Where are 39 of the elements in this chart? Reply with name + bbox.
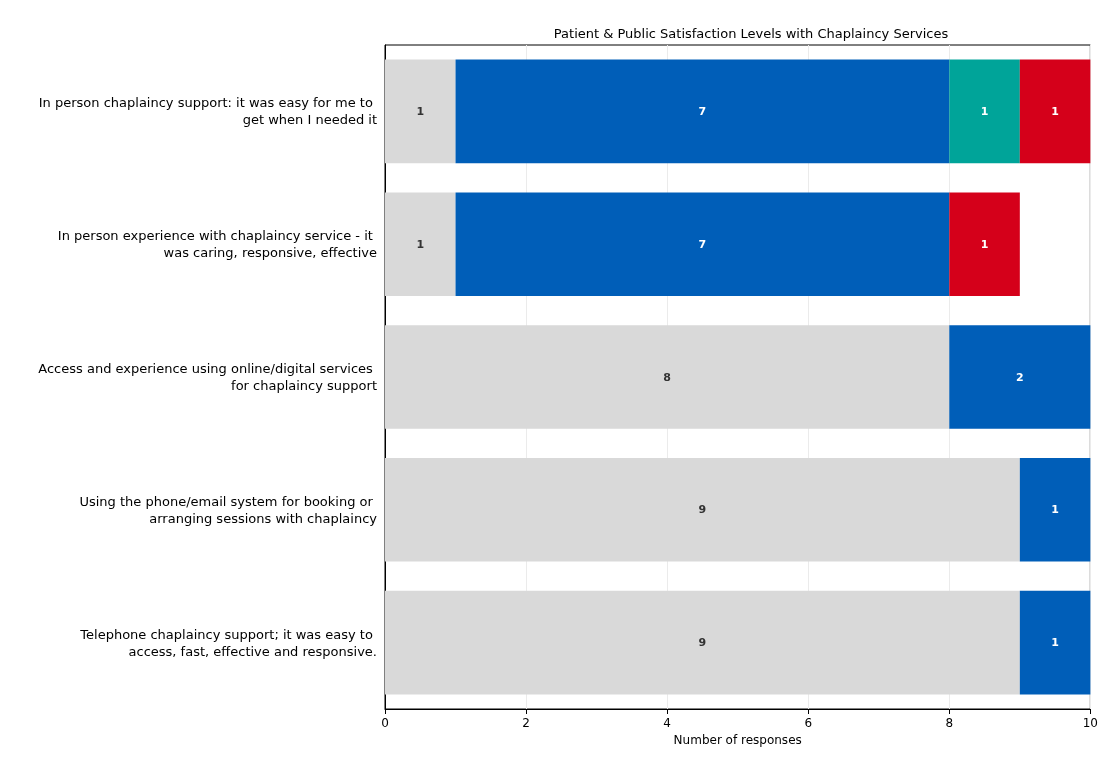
x-tick-label: 6 bbox=[804, 716, 813, 730]
x-tick-label: 4 bbox=[663, 716, 671, 730]
x-axis-title: Number of responses bbox=[673, 732, 802, 747]
x-tick-label: 10 bbox=[1082, 716, 1099, 730]
bar bbox=[1019, 590, 1091, 695]
data-label: 8 bbox=[663, 370, 671, 384]
bar bbox=[949, 192, 1020, 296]
bar bbox=[949, 59, 1020, 164]
y-tick-label: Using the phone/email system for booking or arranging sessions with chaplaincy bbox=[79, 493, 378, 526]
bar bbox=[455, 59, 950, 164]
y-tick-label: In person chaplaincy support: it was easy for me to get when I needed it bbox=[38, 95, 377, 128]
data-label: 7 bbox=[698, 237, 707, 251]
y-tick-label: Access and experience using online/digital services for chaplaincy support bbox=[38, 361, 377, 393]
bar bbox=[1019, 458, 1091, 562]
y-tick-label: Telephone chaplaincy support; it was easy to access, fast, effective and responsive. bbox=[79, 626, 377, 659]
chart-title: Patient & Public Satisfaction Levels with Chaplaincy Services bbox=[553, 26, 949, 41]
bar bbox=[385, 192, 456, 296]
x-tick-label: 0 bbox=[381, 716, 389, 730]
data-label: 7 bbox=[698, 104, 707, 118]
bar bbox=[385, 59, 456, 164]
bar bbox=[1019, 59, 1091, 164]
data-label: 1 bbox=[980, 104, 989, 118]
x-tick-label: 2 bbox=[522, 716, 530, 730]
bar bbox=[385, 458, 1020, 562]
data-label: 1 bbox=[1051, 104, 1059, 118]
bar bbox=[455, 192, 950, 296]
data-label: 1 bbox=[1051, 636, 1059, 650]
x-tick-label: 8 bbox=[945, 716, 954, 730]
data-label: 9 bbox=[698, 503, 707, 517]
bar bbox=[385, 325, 950, 429]
data-label: 1 bbox=[416, 104, 425, 118]
data-label: 2 bbox=[1016, 370, 1024, 384]
data-label: 1 bbox=[980, 237, 989, 251]
data-label: 1 bbox=[416, 237, 425, 251]
y-tick-label: In person experience with chaplaincy service - it was caring, responsive, effective bbox=[57, 228, 377, 261]
bar bbox=[385, 590, 1020, 695]
data-label: 1 bbox=[1051, 503, 1059, 517]
bar bbox=[949, 325, 1091, 429]
data-label: 9 bbox=[698, 636, 707, 650]
